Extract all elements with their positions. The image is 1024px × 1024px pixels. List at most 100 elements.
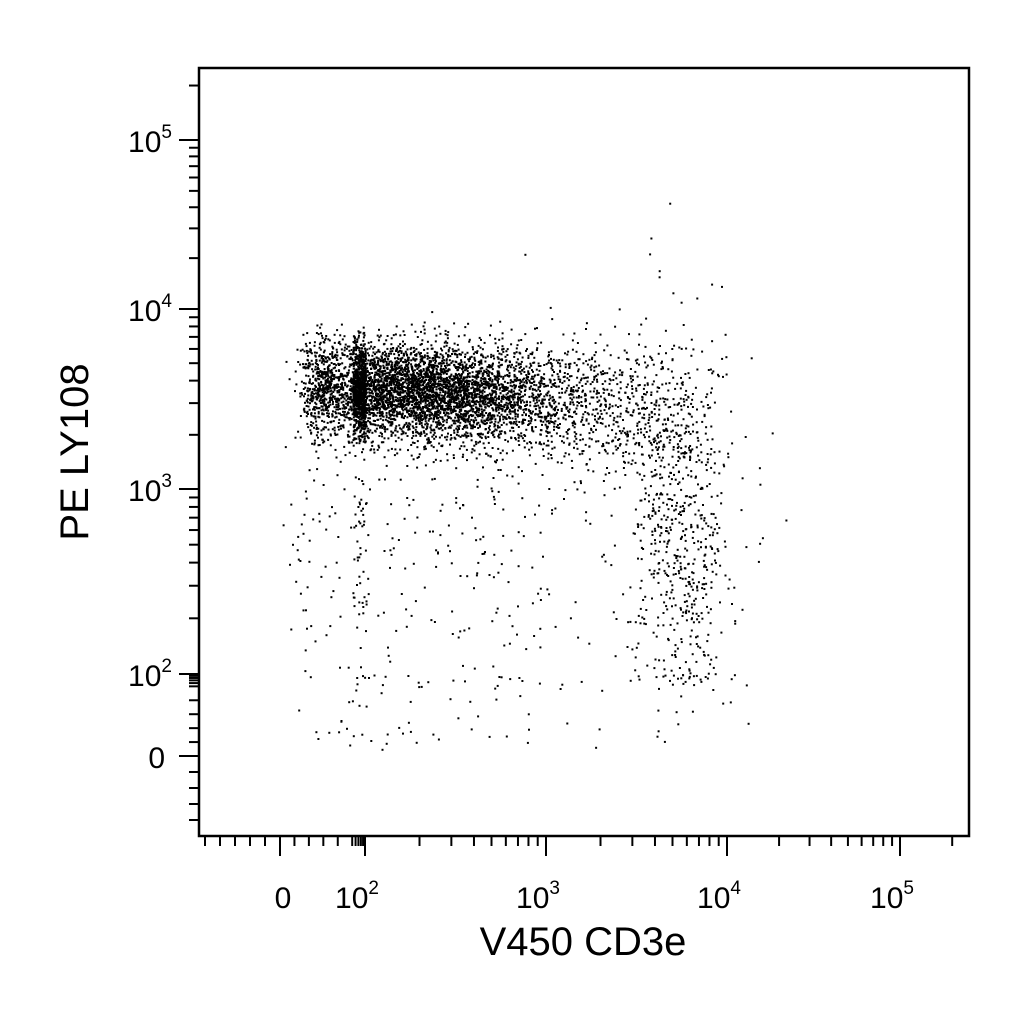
data-point [314, 417, 317, 420]
data-point [328, 380, 331, 383]
data-point [408, 425, 411, 428]
data-point [422, 325, 425, 328]
data-point [534, 462, 537, 465]
data-point [419, 369, 422, 372]
data-point [428, 393, 431, 396]
data-point [454, 396, 456, 399]
data-point [574, 423, 577, 426]
data-point [406, 354, 408, 356]
data-point [456, 406, 459, 409]
data-point [461, 380, 464, 383]
data-point [333, 395, 336, 398]
data-point [446, 337, 449, 340]
data-point [389, 410, 392, 412]
data-point [441, 360, 444, 362]
data-point [406, 348, 409, 351]
data-point [481, 384, 484, 387]
data-point [423, 379, 426, 382]
data-point [422, 363, 425, 366]
data-point [356, 370, 359, 373]
data-point [374, 397, 377, 400]
data-point [391, 404, 393, 407]
data-point [473, 421, 475, 424]
data-point [472, 352, 475, 355]
data-point [510, 405, 512, 408]
data-point [320, 361, 323, 364]
data-point [477, 383, 480, 386]
data-point [548, 403, 551, 406]
data-point [561, 391, 564, 394]
data-point [323, 349, 326, 352]
data-point [454, 410, 457, 413]
data-point [403, 374, 406, 377]
data-point [301, 393, 304, 396]
data-point [585, 419, 588, 422]
data-point [382, 343, 385, 346]
data-point [315, 403, 318, 406]
data-point [608, 367, 611, 370]
data-point [359, 403, 362, 406]
data-point [431, 311, 434, 314]
data-point [537, 362, 540, 365]
data-point [372, 347, 375, 350]
data-point [402, 431, 405, 434]
data-point [401, 377, 404, 380]
data-point [355, 442, 358, 445]
data-point [418, 395, 420, 398]
data-point [381, 353, 384, 356]
data-point [366, 348, 369, 351]
data-point [419, 434, 422, 437]
data-point [617, 425, 620, 428]
data-point [466, 370, 469, 373]
data-point [365, 396, 368, 399]
data-point [451, 348, 454, 351]
data-point [465, 431, 468, 434]
data-point [447, 404, 450, 407]
data-point [430, 374, 433, 377]
data-point [458, 447, 461, 450]
data-point [552, 358, 555, 361]
data-point [450, 405, 453, 408]
data-point [461, 434, 464, 437]
data-point [377, 389, 380, 392]
data-point [383, 428, 386, 431]
data-point [359, 395, 362, 398]
data-point [605, 441, 608, 444]
data-point [361, 391, 364, 394]
data-point [545, 363, 548, 366]
data-point [350, 418, 353, 421]
data-point [407, 367, 410, 370]
data-point [414, 359, 417, 362]
data-point [435, 334, 438, 337]
data-point [402, 340, 404, 343]
data-point [436, 393, 439, 396]
data-point [467, 322, 470, 325]
data-point [343, 335, 346, 338]
data-point [395, 348, 398, 351]
data-point [518, 396, 521, 399]
data-point [468, 383, 471, 385]
data-point [556, 373, 559, 376]
data-point [479, 398, 482, 400]
data-point [359, 414, 362, 416]
data-point [438, 372, 441, 375]
data-point [375, 414, 378, 417]
data-point [406, 397, 409, 400]
data-point [476, 374, 479, 376]
data-point [337, 402, 340, 405]
data-point [430, 366, 433, 369]
data-point [447, 417, 450, 419]
data-point [457, 434, 460, 437]
data-point [401, 404, 404, 407]
data-point [466, 459, 468, 462]
data-point [364, 440, 367, 443]
data-point [538, 399, 541, 402]
data-point [348, 380, 350, 383]
data-point [490, 421, 493, 424]
data-point [487, 401, 490, 404]
data-point [550, 386, 553, 388]
data-point [383, 437, 386, 440]
data-point [437, 403, 440, 406]
data-point [386, 375, 389, 378]
data-point [412, 370, 414, 373]
